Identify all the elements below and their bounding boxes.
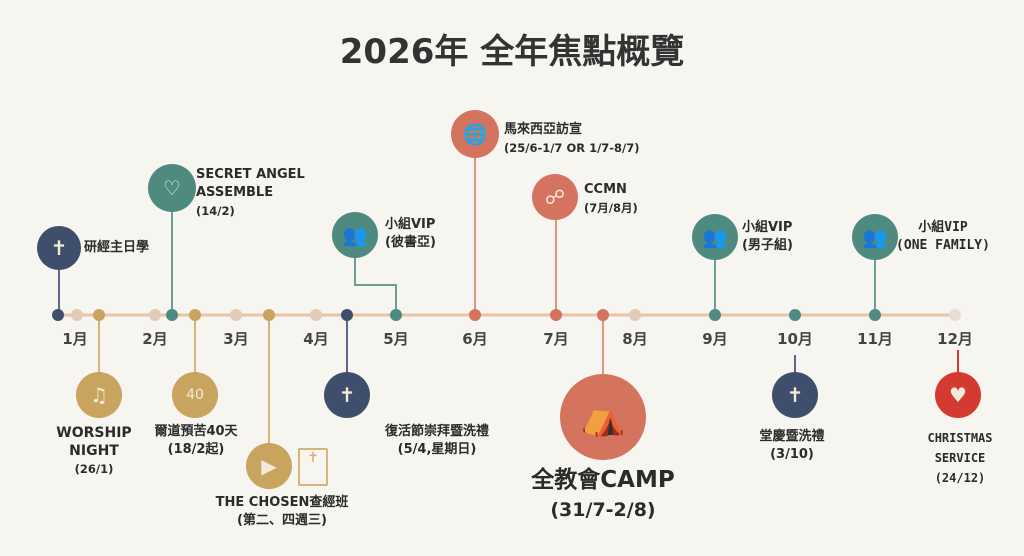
event-title: 小組VIP (男子組) xyxy=(742,220,793,253)
event-title: 馬來西亞訪宣 (25/6-1/7 OR 1/7-8/7) xyxy=(504,122,640,155)
timeline-dot xyxy=(189,309,201,321)
month-label: 12月 xyxy=(937,330,973,348)
timeline-dot xyxy=(52,309,64,321)
calendar-40-icon: 40 xyxy=(172,372,218,418)
event-title: 全教會CAMP (31/7-2/8) xyxy=(531,467,675,521)
timeline-dot xyxy=(550,309,562,321)
globe-hands-icon: 🌐 xyxy=(451,110,499,158)
timeline-dot xyxy=(93,309,105,321)
event-title: 復活節崇拜暨洗禮 (5/4,星期日) xyxy=(384,424,490,457)
tent-campfire-icon: ⛺ xyxy=(560,374,646,460)
timeline-dot xyxy=(149,309,161,321)
month-label: 1月 xyxy=(62,330,88,348)
small-group-icon: 👥 xyxy=(692,214,738,260)
microphone-icon: ♫ xyxy=(76,372,122,418)
timeline-dot xyxy=(709,309,721,321)
play-icon: ▶ xyxy=(246,443,292,489)
month-label: 9月 xyxy=(702,330,728,348)
timeline-dot xyxy=(597,309,609,321)
small-group-icon: 👥 xyxy=(852,214,898,260)
event-title: THE CHOSEN查經班 (第二、四週三) xyxy=(215,495,349,528)
timeline-dot xyxy=(230,309,242,321)
baptism-icon: ✝ xyxy=(324,372,370,418)
small-group-icon: 👥 xyxy=(332,212,378,258)
timeline-dot xyxy=(310,309,322,321)
month-label: 10月 xyxy=(777,330,813,348)
bible-icon: ✝ xyxy=(37,226,81,270)
event-title: CCMN (7月/8月) xyxy=(584,182,638,215)
timeline-dot xyxy=(629,309,641,321)
event-title: WORSHIP NIGHT (26/1) xyxy=(56,425,132,476)
timeline-dot xyxy=(469,309,481,321)
heart-gift-icon: ♥ xyxy=(935,372,981,418)
baptism-icon: ✝ xyxy=(772,372,818,418)
event-title: 小組VIP (ONE FAMILY) xyxy=(896,220,990,253)
network-icon: ☍ xyxy=(532,174,578,220)
event-title: CHRISTMAS SERVICE (24/12) xyxy=(927,431,993,485)
timeline-dot xyxy=(263,309,275,321)
month-label: 6月 xyxy=(462,330,488,348)
month-label: 2月 xyxy=(142,330,168,348)
month-label: 11月 xyxy=(857,330,893,348)
event-title: 研經主日學 xyxy=(84,240,150,255)
month-label: 8月 xyxy=(622,330,648,348)
month-label: 7月 xyxy=(543,330,569,348)
timeline-dot xyxy=(71,309,83,321)
timeline-dot xyxy=(341,309,353,321)
timeline-dot xyxy=(789,309,801,321)
page-title: 2026年 全年焦點概覽 xyxy=(339,32,685,72)
timeline-dot xyxy=(166,309,178,321)
connector xyxy=(354,250,397,315)
timeline-dot xyxy=(869,309,881,321)
event-title: 小組VIP (彼書亞) xyxy=(385,217,436,250)
event-title: 堂慶暨洗禮 (3/10) xyxy=(759,429,825,462)
month-label: 5月 xyxy=(383,330,409,348)
month-label: 3月 xyxy=(223,330,249,348)
event-title: SECRET ANGEL ASSEMBLE (14/2) xyxy=(196,167,305,218)
timeline-dot xyxy=(949,309,961,321)
bible-icon: ✝ xyxy=(298,448,328,486)
month-label: 4月 xyxy=(303,330,329,348)
timeline-dot xyxy=(390,309,402,321)
event-title: 爾道預苦40天 (18/2起) xyxy=(154,424,238,457)
winged-heart-icon: ♡ xyxy=(148,164,196,212)
